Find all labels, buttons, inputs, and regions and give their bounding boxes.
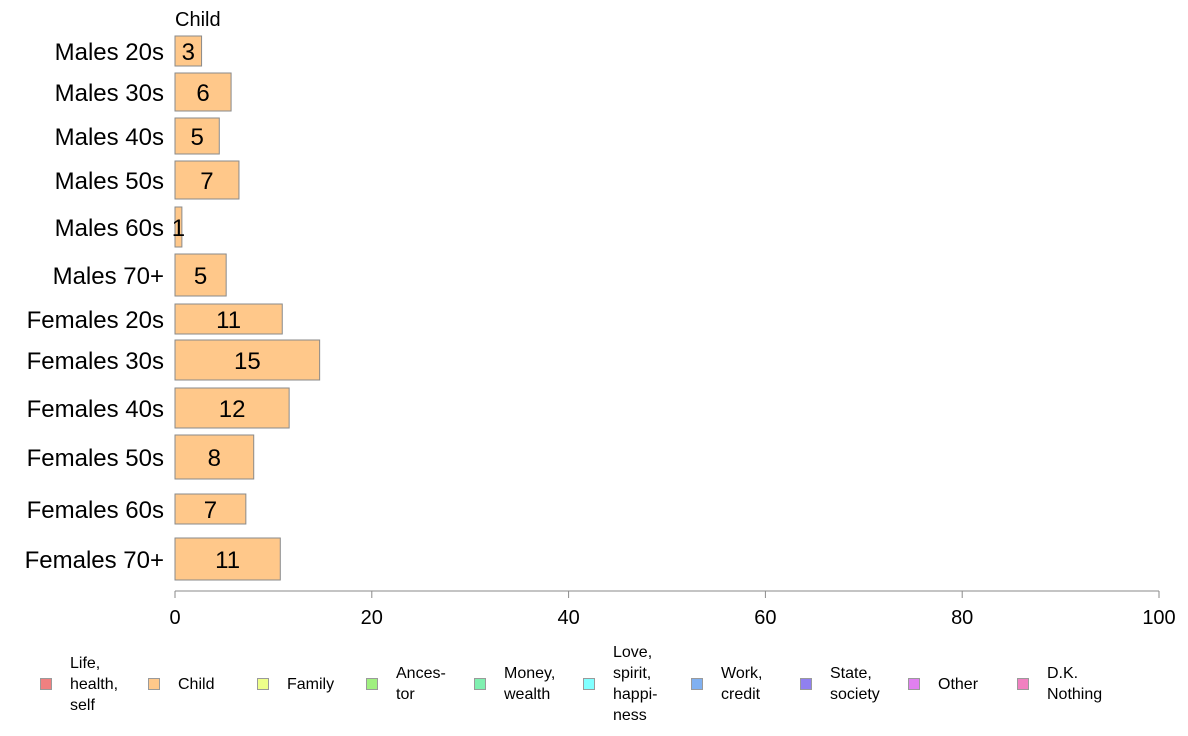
legend-item: Work, credit: [691, 640, 762, 728]
category-label: Males 50s: [55, 168, 164, 195]
bar-value-label: 5: [190, 124, 203, 151]
bar-value-label: 7: [200, 168, 213, 195]
legend-item: State, society: [800, 640, 880, 728]
legend-swatch: [1017, 678, 1029, 690]
x-tick-label: 100: [1142, 607, 1175, 629]
legend-swatch: [583, 678, 595, 690]
bar-value-label: 15: [234, 348, 261, 375]
category-label: Females 30s: [27, 348, 164, 375]
bar: [174, 160, 240, 200]
legend-label: Money, wealth: [504, 665, 556, 703]
legend-label: Love, spirit, happi- ness: [613, 644, 658, 724]
bar-value-label: 12: [219, 396, 246, 423]
legend-swatch: [40, 678, 52, 690]
bar: [174, 339, 321, 381]
legend-item: Love, spirit, happi- ness: [583, 640, 657, 728]
bar-value-label: 5: [194, 263, 207, 290]
category-label: Females 20s: [27, 307, 164, 334]
legend-item: Life, health, self: [40, 640, 118, 728]
bar: [174, 303, 283, 335]
category-label: Males 30s: [55, 80, 164, 107]
category-label: Males 40s: [55, 124, 164, 151]
legend-label: Ances- tor: [396, 665, 446, 703]
category-label: Males 70+: [53, 263, 164, 290]
legend-swatch: [800, 678, 812, 690]
legend-item: D.K. Nothing: [1017, 640, 1102, 728]
x-tick-label: 0: [169, 607, 180, 629]
bars-group: Males 20s 3 Males 30s 6 Males 40s 5 Males 50s 7…: [25, 35, 321, 581]
legend-label: Family: [287, 675, 335, 693]
legend-swatch: [148, 678, 160, 690]
legend-item: Family: [257, 640, 334, 728]
bar: [174, 493, 247, 525]
x-tick-label: 20: [361, 607, 383, 629]
bar: [174, 537, 281, 581]
bar: [174, 72, 232, 112]
legend-label: Work, credit: [721, 665, 763, 703]
bar-value-label: 6: [196, 80, 209, 107]
legend-swatch: [908, 678, 920, 690]
legend-swatch: [474, 678, 486, 690]
category-label: Females 50s: [27, 445, 164, 472]
legend-swatch: [257, 678, 269, 690]
bar: [174, 35, 203, 67]
legend-swatch: [366, 678, 378, 690]
chart-title: Child: [175, 9, 221, 31]
bar-value-label: 11: [215, 547, 240, 574]
bar: [174, 206, 183, 248]
bar: [174, 253, 227, 297]
bar-value-label: 3: [182, 39, 195, 66]
x-axis: 0 20 40 60 80 100: [169, 590, 1176, 629]
legend-label: Life, health, self: [70, 654, 119, 714]
legend-item: Other: [908, 640, 978, 728]
bar: [174, 117, 220, 155]
legend-label: Other: [938, 675, 979, 693]
legend-label: Child: [178, 675, 215, 693]
x-tick-label: 40: [557, 607, 579, 629]
bar-value-label: 7: [204, 497, 217, 524]
legend-item: Ances- tor: [366, 640, 446, 728]
category-label: Females 70+: [25, 547, 164, 574]
category-label: Females 60s: [27, 497, 164, 524]
bar: [174, 387, 290, 429]
x-tick-label: 60: [754, 607, 776, 629]
legend: Life, health, self Child Family Ances- tor M…: [0, 640, 1188, 730]
legend-label: State, society: [830, 665, 880, 703]
legend-item: Child: [148, 640, 214, 728]
legend-swatch: [691, 678, 703, 690]
category-label: Males 60s: [55, 215, 164, 242]
bar-value-label: 8: [208, 445, 221, 472]
x-tick-label: 80: [951, 607, 973, 629]
legend-item: Money, wealth: [474, 640, 555, 728]
bar-value-label: 1: [172, 215, 185, 242]
category-label: Females 40s: [27, 396, 164, 423]
bar-value-label: 11: [216, 307, 241, 334]
bar: [174, 434, 255, 480]
category-label: Males 20s: [55, 39, 164, 66]
legend-label: D.K. Nothing: [1047, 665, 1103, 703]
